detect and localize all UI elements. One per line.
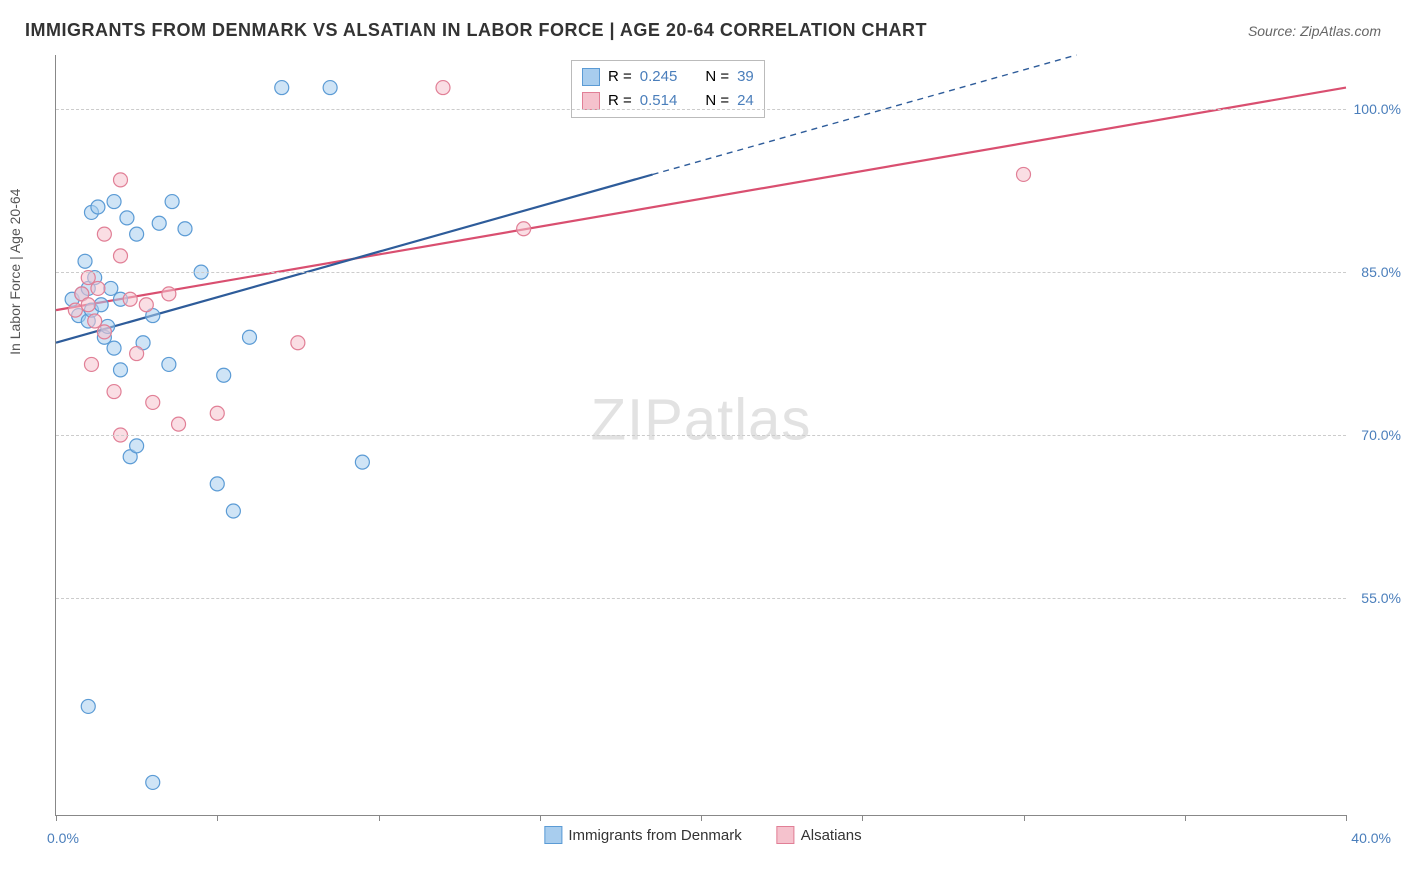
- x-tick: [540, 815, 541, 821]
- y-tick-label: 55.0%: [1361, 590, 1401, 606]
- n-label: N =: [705, 65, 729, 89]
- x-tick: [1346, 815, 1347, 821]
- r-label: R =: [608, 65, 632, 89]
- legend-swatch-alsatian: [777, 826, 795, 844]
- x-tick: [379, 815, 380, 821]
- stats-row: R = 0.245 N = 39: [582, 65, 754, 89]
- r-value: 0.245: [640, 65, 678, 89]
- y-tick-label: 70.0%: [1361, 427, 1401, 443]
- gridline: [56, 109, 1346, 110]
- legend-swatch-denmark: [544, 826, 562, 844]
- chart-plot-area: ZIPatlas R =0.245N =39R =0.514N =24 100.…: [55, 55, 1346, 816]
- gridline: [56, 272, 1346, 273]
- y-tick-label: 100.0%: [1354, 101, 1401, 117]
- legend-item-alsatian: Alsatians: [777, 826, 862, 844]
- y-axis-label: In Labor Force | Age 20-64: [7, 189, 23, 355]
- stats-swatch: [582, 92, 600, 110]
- legend-label-alsatian: Alsatians: [801, 827, 862, 844]
- legend-item-denmark: Immigrants from Denmark: [544, 826, 741, 844]
- y-tick-label: 85.0%: [1361, 264, 1401, 280]
- gridline: [56, 598, 1346, 599]
- x-tick: [1185, 815, 1186, 821]
- x-tick: [701, 815, 702, 821]
- gridline: [56, 435, 1346, 436]
- x-tick: [862, 815, 863, 821]
- legend-label-denmark: Immigrants from Denmark: [568, 827, 741, 844]
- legend: Immigrants from Denmark Alsatians: [536, 826, 869, 844]
- x-tick: [217, 815, 218, 821]
- chart-title: IMMIGRANTS FROM DENMARK VS ALSATIAN IN L…: [25, 20, 927, 41]
- x-tick: [56, 815, 57, 821]
- source-label: Source: ZipAtlas.com: [1248, 23, 1381, 39]
- n-value: 39: [737, 65, 754, 89]
- stats-swatch: [582, 68, 600, 86]
- x-axis-min-label: 0.0%: [47, 830, 79, 846]
- x-axis-max-label: 40.0%: [1351, 830, 1391, 846]
- x-tick: [1024, 815, 1025, 821]
